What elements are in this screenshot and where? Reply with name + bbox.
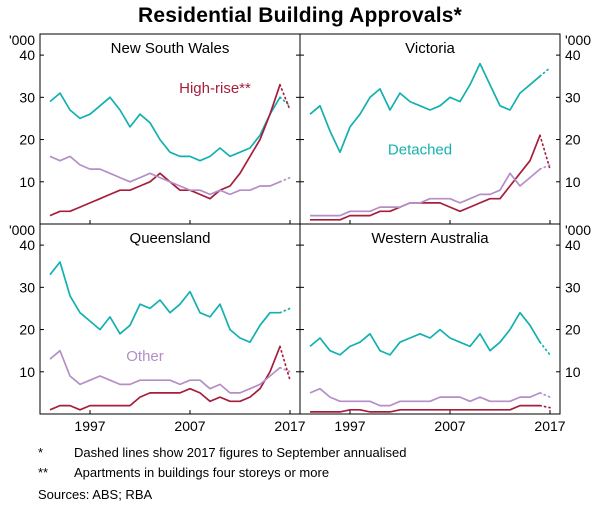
footnote-1: * Dashed lines show 2017 figures to Sept… bbox=[38, 445, 590, 460]
svg-text:20: 20 bbox=[19, 322, 35, 338]
svg-text:20: 20 bbox=[565, 132, 581, 148]
svg-text:10: 10 bbox=[19, 364, 35, 380]
svg-text:Detached: Detached bbox=[388, 141, 452, 158]
svg-text:10: 10 bbox=[565, 364, 581, 380]
footnotes: * Dashed lines show 2017 figures to Sept… bbox=[0, 443, 600, 502]
footnote-1-text: Dashed lines show 2017 figures to Septem… bbox=[74, 445, 407, 460]
svg-text:'000: '000 bbox=[565, 222, 591, 238]
svg-text:1997: 1997 bbox=[334, 418, 365, 434]
svg-text:Western Australia: Western Australia bbox=[371, 230, 489, 247]
svg-text:2017: 2017 bbox=[534, 418, 565, 434]
chart-title: Residential Building Approvals* bbox=[138, 4, 462, 27]
svg-text:30: 30 bbox=[565, 89, 581, 105]
footnote-2-text: Apartments in buildings four storeys or … bbox=[74, 465, 330, 480]
svg-text:Queensland: Queensland bbox=[130, 230, 211, 247]
footnote-1-marker: * bbox=[38, 445, 44, 460]
svg-text:New South Wales: New South Wales bbox=[111, 40, 230, 57]
svg-text:40: 40 bbox=[565, 237, 581, 253]
svg-text:2007: 2007 bbox=[434, 418, 465, 434]
svg-text:Victoria: Victoria bbox=[405, 40, 455, 57]
sources-line: Sources: ABS; RBA bbox=[38, 487, 153, 502]
chart-figure: Residential Building Approvals* 10 20 30 40… bbox=[0, 4, 600, 502]
svg-text:2007: 2007 bbox=[174, 418, 205, 434]
svg-text:30: 30 bbox=[19, 89, 35, 105]
svg-text:Other: Other bbox=[126, 348, 164, 365]
svg-text:10: 10 bbox=[19, 174, 35, 190]
footnote-2-marker: ** bbox=[38, 465, 49, 480]
footnote-2: ** Apartments in buildings four storeys … bbox=[38, 465, 590, 480]
svg-text:'000: '000 bbox=[9, 222, 35, 238]
svg-text:'000: '000 bbox=[9, 32, 35, 48]
svg-text:40: 40 bbox=[19, 47, 35, 63]
svg-text:2017: 2017 bbox=[274, 418, 305, 434]
svg-text:30: 30 bbox=[19, 279, 35, 295]
svg-text:High-rise**: High-rise** bbox=[179, 80, 251, 97]
svg-text:20: 20 bbox=[19, 132, 35, 148]
svg-text:30: 30 bbox=[565, 279, 581, 295]
svg-text:40: 40 bbox=[565, 47, 581, 63]
svg-text:40: 40 bbox=[19, 237, 35, 253]
svg-text:1997: 1997 bbox=[74, 418, 105, 434]
svg-text:'000: '000 bbox=[565, 32, 591, 48]
svg-text:20: 20 bbox=[565, 322, 581, 338]
svg-text:10: 10 bbox=[565, 174, 581, 190]
